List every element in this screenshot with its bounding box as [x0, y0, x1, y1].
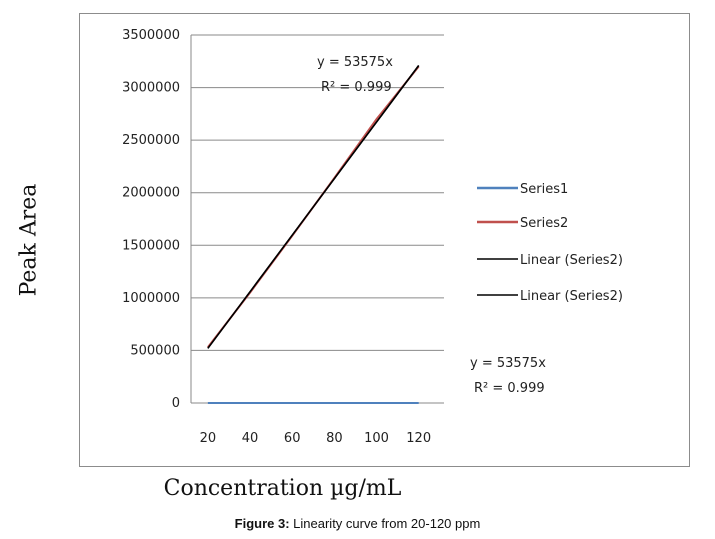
y-tick-label: 1500000: [122, 238, 180, 253]
equation-label: y = 53575x: [317, 55, 393, 70]
legend-label: Series1: [520, 182, 568, 197]
x-axis-label: Concentration µg/mL: [163, 476, 402, 501]
x-tick-label: 120: [406, 431, 431, 446]
r-squared-label: R² = 0.999: [321, 80, 392, 95]
line-chart: 0 500000 1000000 1500000 2000000 2500000 30000…: [122, 28, 623, 446]
y-tick-label: 0: [172, 396, 180, 411]
x-tick-label: 40: [242, 431, 259, 446]
y-tick-label: 1000000: [122, 291, 180, 306]
y-tick-label: 3000000: [122, 81, 180, 96]
x-tick-label: 80: [326, 431, 343, 446]
x-tick-label: 20: [200, 431, 217, 446]
r-squared-label: R² = 0.999: [474, 381, 545, 396]
y-tick-label: 500000: [130, 343, 180, 358]
y-tick-label: 3500000: [122, 28, 180, 43]
figure-caption: Figure 3: Linearity curve from 20-120 pp…: [0, 516, 715, 531]
chart-frame: 0 500000 1000000 1500000 2000000 2500000 30000…: [79, 13, 690, 467]
y-tick-label: 2000000: [122, 186, 180, 201]
series-line-4: [207, 65, 420, 349]
x-tick-label: 60: [284, 431, 301, 446]
x-tick-label: 100: [364, 431, 389, 446]
legend-label: Series2: [520, 216, 568, 231]
legend-label: Linear (Series2): [520, 289, 623, 304]
y-tick-label: 2500000: [122, 133, 180, 148]
caption-label: Figure 3:: [234, 516, 290, 531]
caption-text: Linearity curve from 20-120 ppm: [289, 516, 481, 531]
legend-label: Linear (Series2): [520, 253, 623, 268]
equation-label: y = 53575x: [470, 356, 546, 371]
